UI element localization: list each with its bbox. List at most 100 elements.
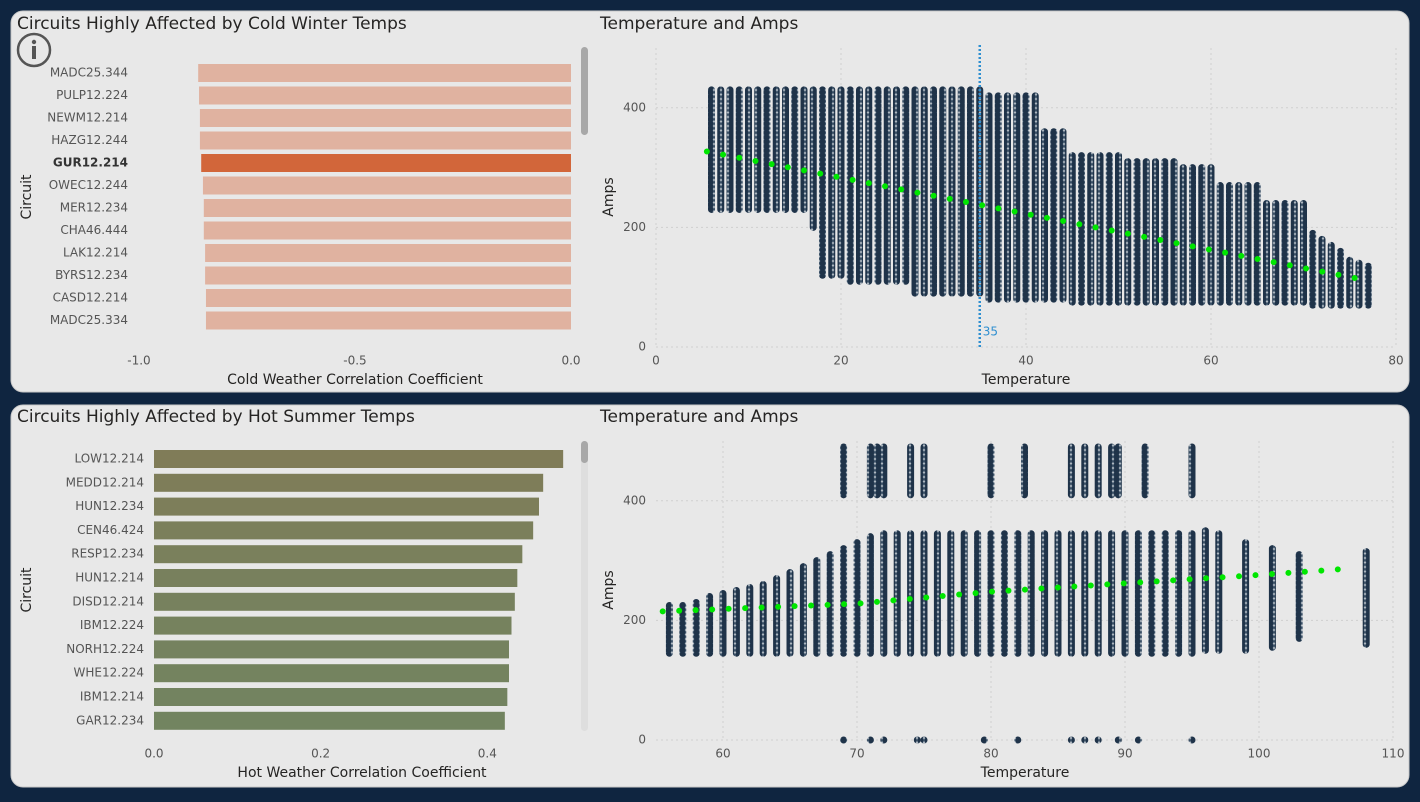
- point-column: [1189, 164, 1196, 306]
- point-column: [746, 584, 754, 657]
- y-axis-label: Circuit: [19, 567, 35, 613]
- point-column: [856, 86, 863, 285]
- point-column: [735, 86, 743, 213]
- point-column: [947, 530, 955, 657]
- point-column: [813, 557, 821, 657]
- bar: [154, 545, 523, 564]
- point-column: [1281, 199, 1289, 306]
- x-tick-label: 80: [983, 747, 998, 761]
- point-column: [1244, 182, 1252, 306]
- y-axis-label: Amps: [601, 177, 617, 216]
- category-label: CHA46.444: [60, 223, 128, 237]
- point-column: [873, 443, 881, 499]
- point-column: [840, 545, 848, 657]
- point-column: [837, 86, 845, 279]
- bar: [203, 199, 572, 217]
- point-column: [913, 736, 921, 744]
- scrollbar[interactable]: [581, 47, 588, 135]
- point-column: [1068, 152, 1076, 306]
- point-column: [800, 86, 808, 213]
- point-column: [706, 592, 714, 657]
- point-column: [1170, 158, 1178, 306]
- point-column: [1013, 92, 1021, 303]
- point-column: [1175, 530, 1183, 657]
- point-column: [1014, 530, 1022, 657]
- point-column: [1355, 259, 1363, 309]
- x-tick-label: 0: [652, 354, 660, 368]
- point-column: [987, 443, 995, 499]
- point-column: [1014, 736, 1022, 744]
- point-column: [828, 86, 836, 279]
- scrollbar[interactable]: [581, 441, 588, 463]
- point-column: [763, 86, 771, 213]
- bar: [205, 266, 571, 285]
- y-tick-label: 200: [623, 613, 646, 627]
- category-label: HUN12.214: [75, 571, 144, 585]
- bar: [154, 569, 518, 587]
- point-column: [1263, 199, 1270, 306]
- x-tick-label: 90: [1117, 747, 1132, 761]
- x-tick-label: 60: [1203, 354, 1218, 368]
- point-column: [948, 86, 956, 297]
- category-label: PULP12.224: [56, 88, 128, 102]
- point-column: [1021, 443, 1028, 499]
- point-column: [1027, 530, 1035, 657]
- point-column: [1041, 128, 1048, 303]
- point-column: [782, 86, 789, 213]
- point-column: [880, 443, 888, 499]
- info-icon[interactable]: [16, 32, 52, 68]
- bar: [154, 664, 509, 683]
- point-column: [1235, 182, 1243, 306]
- bar: [199, 131, 572, 150]
- category-label: GAR12.234: [76, 713, 144, 727]
- bar: [154, 497, 539, 516]
- category-label: NEWM12.214: [47, 111, 128, 125]
- bar: [154, 616, 512, 635]
- point-column: [1327, 241, 1335, 309]
- point-column: [1114, 443, 1122, 499]
- point-column: [1207, 164, 1215, 306]
- x-tick-label: 60: [715, 747, 730, 761]
- y-tick-label: 200: [623, 220, 646, 234]
- point-column: [1198, 164, 1206, 306]
- y-tick-label: 400: [623, 100, 646, 114]
- category-label: IBM12.224: [80, 618, 144, 632]
- point-column: [846, 86, 854, 285]
- x-tick-label: 0.0: [561, 354, 580, 368]
- point-column: [732, 587, 740, 657]
- point-column: [786, 569, 794, 657]
- point-column: [880, 530, 888, 657]
- point-column: [866, 443, 874, 499]
- category-label: BYRS12.234: [55, 268, 128, 282]
- point-column: [754, 86, 762, 213]
- point-column: [1272, 199, 1280, 306]
- point-column: [1290, 199, 1298, 306]
- point-column: [893, 530, 901, 657]
- bar: [201, 154, 571, 172]
- category-label: CASD12.214: [53, 291, 128, 305]
- bar: [203, 221, 572, 240]
- point-column: [902, 86, 910, 285]
- chart-title: Temperature and Amps: [599, 407, 798, 427]
- bar: [154, 688, 508, 706]
- point-column: [920, 86, 928, 297]
- point-column: [819, 86, 826, 279]
- point-column: [1188, 530, 1196, 657]
- y-tick-label: 0: [638, 340, 646, 354]
- point-column: [1300, 199, 1307, 306]
- x-axis-label: Temperature: [981, 372, 1071, 388]
- point-column: [692, 598, 700, 657]
- point-column: [1096, 152, 1104, 306]
- x-tick-label: 70: [849, 747, 864, 761]
- x-tick-label: 0.0: [144, 747, 163, 761]
- point-column: [1346, 256, 1354, 309]
- point-column: [791, 86, 799, 213]
- point-column: [1295, 551, 1303, 642]
- point-column: [920, 736, 928, 744]
- bar: [154, 473, 544, 492]
- point-column: [1115, 152, 1122, 306]
- point-column: [665, 601, 673, 657]
- point-column: [907, 530, 915, 657]
- point-column: [1141, 443, 1149, 499]
- point-column: [1268, 545, 1276, 651]
